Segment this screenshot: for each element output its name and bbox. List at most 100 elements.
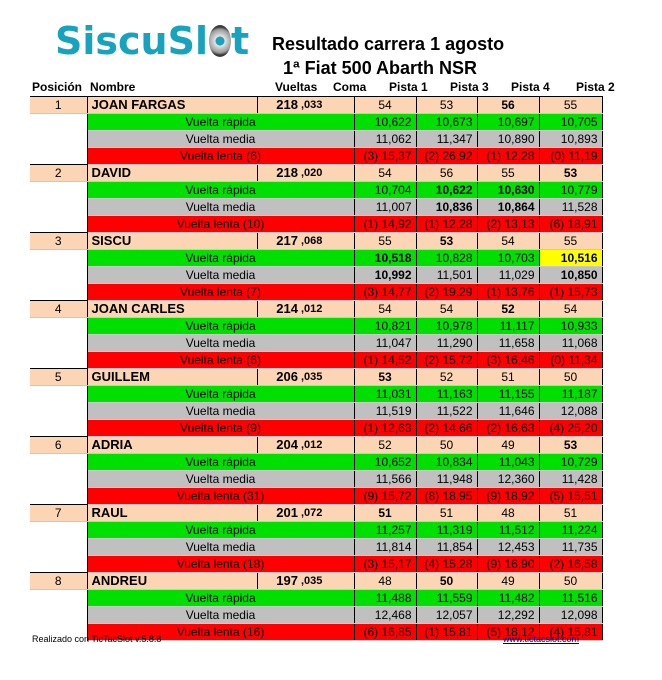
blank-cell xyxy=(30,453,88,471)
slow-lap-time: (9) 16,90 xyxy=(477,555,540,573)
driver-row: 4 JOAN CARLES 214,012 54 54 52 54 xyxy=(30,300,603,318)
driver-row: 5 GUILLEM 206,035 53 52 51 50 xyxy=(30,368,603,386)
slow-lap-row: Vuelta lenta (10) (1) 14,92 (1) 12,28 (2) 1… xyxy=(30,215,603,233)
fast-lap-row: Vuelta rápida 10,704 10,622 10,630 10,779 xyxy=(30,181,603,199)
slow-lap-time: (1) 15,73 xyxy=(539,283,603,301)
average-lap-label: Vuelta media xyxy=(87,130,355,148)
slow-lap-time: (1) 12,63 xyxy=(354,419,417,437)
blank-cell xyxy=(30,555,88,573)
fast-lap-time: 10,828 xyxy=(416,249,478,267)
average-lap-time: 11,068 xyxy=(539,334,603,352)
slow-lap-count: (10) xyxy=(242,217,265,231)
fast-lap-label-text: Vuelta rápida xyxy=(185,251,256,265)
fast-lap-time: 10,729 xyxy=(539,453,603,471)
track-laps: 51 xyxy=(539,504,603,522)
slow-lap-time: (3) 14,77 xyxy=(354,283,417,301)
fast-lap-row: Vuelta rápida 10,821 10,978 11,117 10,933 xyxy=(30,317,603,335)
average-lap-time: 10,893 xyxy=(539,130,603,148)
race-subtitle: 1ª Fiat 500 Abarth NSR xyxy=(283,58,478,78)
fast-lap-label: Vuelta rápida xyxy=(87,181,355,199)
average-lap-time: 10,992 xyxy=(354,266,417,284)
average-lap-time: 11,522 xyxy=(416,402,478,420)
track-laps: 53 xyxy=(416,232,478,250)
slow-lap-label-text: Vuelta lenta xyxy=(180,421,243,435)
driver-name: ANDREU xyxy=(87,572,258,590)
fast-lap-time: 11,257 xyxy=(354,521,417,539)
footer-link[interactable]: www.tictacslot.com xyxy=(503,634,580,644)
average-lap-time: 10,890 xyxy=(477,130,540,148)
laps-fraction: ,033 xyxy=(300,96,355,114)
track-laps: 53 xyxy=(539,436,603,454)
average-lap-label: Vuelta media xyxy=(87,266,355,284)
laps-total: 201 xyxy=(257,504,300,522)
slow-lap-label: Vuelta lenta (6) xyxy=(87,147,355,165)
track-laps: 52 xyxy=(416,368,478,386)
slow-lap-time: (4) 15,28 xyxy=(416,555,478,573)
average-lap-time: 11,007 xyxy=(354,198,417,216)
fast-lap-time: 11,559 xyxy=(416,589,478,607)
fast-lap-time: 10,518 xyxy=(354,249,417,267)
position-cell: 2 xyxy=(30,164,88,182)
laps-total: 214 xyxy=(257,300,300,318)
average-lap-time: 11,519 xyxy=(354,402,417,420)
fast-lap-time: 10,834 xyxy=(416,453,478,471)
track-laps: 54 xyxy=(416,300,478,318)
driver-row: 7 RAUL 201,072 51 51 48 51 xyxy=(30,504,603,522)
driver-row: 6 ADRIA 204,012 52 50 49 53 xyxy=(30,436,603,454)
track-laps: 48 xyxy=(477,504,540,522)
driver-name: RAUL xyxy=(87,504,258,522)
track-laps: 52 xyxy=(477,300,540,318)
average-lap-label-text: Vuelta media xyxy=(185,608,256,622)
driver-name: SISCU xyxy=(87,232,258,250)
slow-lap-time: (3) 15,37 xyxy=(354,147,417,165)
blank-cell xyxy=(30,317,88,335)
fast-lap-time: 10,703 xyxy=(477,249,540,267)
fast-lap-label-text: Vuelta rápida xyxy=(185,455,256,469)
average-lap-time: 11,854 xyxy=(416,538,478,556)
slow-lap-row: Vuelta lenta (18) (3) 15,17 (4) 15,28 (9) 1… xyxy=(30,555,603,573)
average-lap-time: 11,735 xyxy=(539,538,603,556)
average-lap-time: 10,850 xyxy=(539,266,603,284)
slow-lap-time: (2) 13,13 xyxy=(477,215,540,233)
header-pista-1: Pista 1 xyxy=(389,80,428,94)
slow-lap-row: Vuelta lenta (6) (1) 14,52 (2) 15,72 (3) 16… xyxy=(30,351,603,369)
fast-lap-time: 11,031 xyxy=(354,385,417,403)
slow-lap-label-text: Vuelta lenta xyxy=(176,557,240,571)
position-cell: 3 xyxy=(30,232,88,250)
laps-total: 204 xyxy=(257,436,300,454)
track-laps: 55 xyxy=(477,164,540,182)
fast-lap-time: 10,673 xyxy=(416,113,478,131)
track-laps: 49 xyxy=(477,572,540,590)
laps-total: 197 xyxy=(257,572,300,590)
slow-lap-label-text: Vuelta lenta xyxy=(176,217,240,231)
average-lap-time: 11,566 xyxy=(354,470,417,488)
siscuslot-logo: SiscuSl t xyxy=(55,19,250,63)
slow-lap-row: Vuelta lenta (7) (3) 14,77 (2) 19,29 (1) 13… xyxy=(30,283,603,301)
fast-lap-time: 10,516 xyxy=(539,249,603,267)
average-lap-time: 11,062 xyxy=(354,130,417,148)
average-lap-row: Vuelta media 11,062 11,347 10,890 10,893 xyxy=(30,130,603,148)
average-lap-row: Vuelta media 10,992 11,501 11,029 10,850 xyxy=(30,266,603,284)
blank-cell xyxy=(30,147,88,165)
fast-lap-label: Vuelta rápida xyxy=(87,317,355,335)
average-lap-time: 12,098 xyxy=(539,606,603,624)
average-lap-time: 12,292 xyxy=(477,606,540,624)
slow-lap-row: Vuelta lenta (16) (6) 16,85 (1) 15,81 (5) 1… xyxy=(30,623,603,641)
track-laps: 51 xyxy=(416,504,478,522)
blank-cell xyxy=(30,589,88,607)
fast-lap-row: Vuelta rápida 11,488 11,559 11,482 11,516 xyxy=(30,589,603,607)
average-lap-label: Vuelta media xyxy=(87,606,355,624)
track-laps: 56 xyxy=(477,96,540,114)
header-pista-2: Pista 2 xyxy=(576,80,615,94)
slow-lap-time: (2) 19,29 xyxy=(416,283,478,301)
average-lap-time: 12,468 xyxy=(354,606,417,624)
slow-lap-label: Vuelta lenta (10) xyxy=(87,215,355,233)
blank-cell xyxy=(30,470,88,488)
slow-lap-time: (2) 15,72 xyxy=(416,351,478,369)
track-laps: 50 xyxy=(416,572,478,590)
slow-lap-count: (9) xyxy=(246,421,261,435)
laps-total: 218 xyxy=(257,164,300,182)
track-laps: 50 xyxy=(539,368,603,386)
fast-lap-label-text: Vuelta rápida xyxy=(185,591,256,605)
driver-name: JOAN CARLES xyxy=(87,300,258,318)
